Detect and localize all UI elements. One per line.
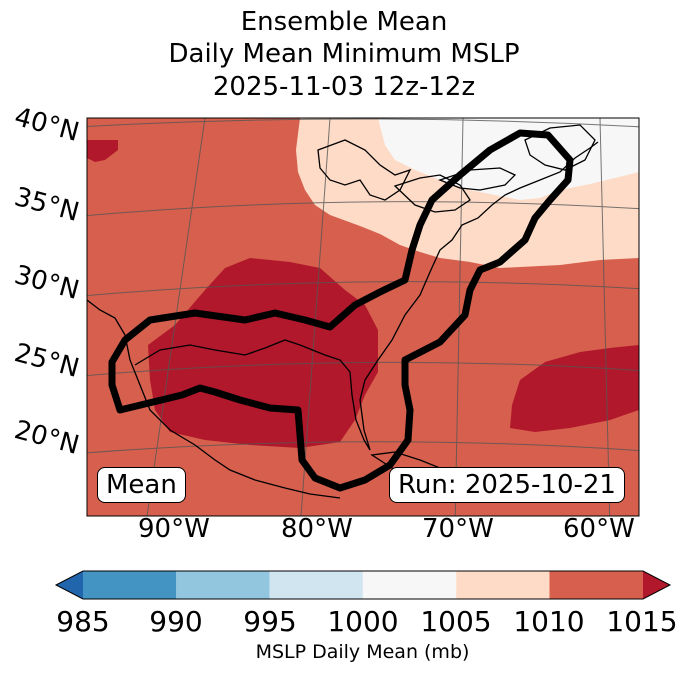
map-frame <box>86 117 640 517</box>
colorbar-segment-995-1000 <box>269 571 363 599</box>
colorbar-segment-990-995 <box>176 571 270 599</box>
colorbar-segment-985-990 <box>83 571 177 599</box>
field-dark-gulf <box>148 258 378 448</box>
colorbar-segment-1005-1010 <box>456 571 550 599</box>
colorbar-label: MSLP Daily Mean (mb) <box>255 641 470 663</box>
contour-outline <box>108 129 574 492</box>
colorbar-extend-high <box>643 571 670 599</box>
lon-label-90w: 90°W <box>138 514 210 544</box>
colorbar-tick-1000: 1000 <box>327 605 399 638</box>
lon-label-80w: 80°W <box>281 514 353 544</box>
title-line-1: Ensemble Mean <box>240 7 448 37</box>
colorbar <box>54 570 672 600</box>
run-date-label-box: Run: 2025-10-21 <box>389 467 625 503</box>
colorbar-tick-1005: 1005 <box>420 605 492 638</box>
lon-label-70w: 70°W <box>422 514 494 544</box>
colorbar-tick-990: 990 <box>149 605 203 638</box>
colorbar-segment-1000-1005 <box>362 571 457 599</box>
colorbar-tick-1015: 1015 <box>606 605 678 638</box>
colorbar-tick-1010: 1010 <box>513 605 585 638</box>
colorbar-frame <box>54 570 672 600</box>
title-line-2: Daily Mean Minimum MSLP <box>168 39 520 69</box>
title-line-3: 2025-11-03 12z-12z <box>212 72 476 102</box>
map-area <box>87 118 639 516</box>
lon-label-60w: 60°W <box>563 514 635 544</box>
coastlines <box>87 124 599 499</box>
mean-label-box: Mean <box>97 467 186 503</box>
colorbar-tick-985: 985 <box>56 605 110 638</box>
field-dark-spot <box>87 140 118 162</box>
colorbar-segment-1010-1015 <box>549 571 643 599</box>
colorbar-extend-low <box>56 571 83 599</box>
colorbar-tick-995: 995 <box>243 605 297 638</box>
